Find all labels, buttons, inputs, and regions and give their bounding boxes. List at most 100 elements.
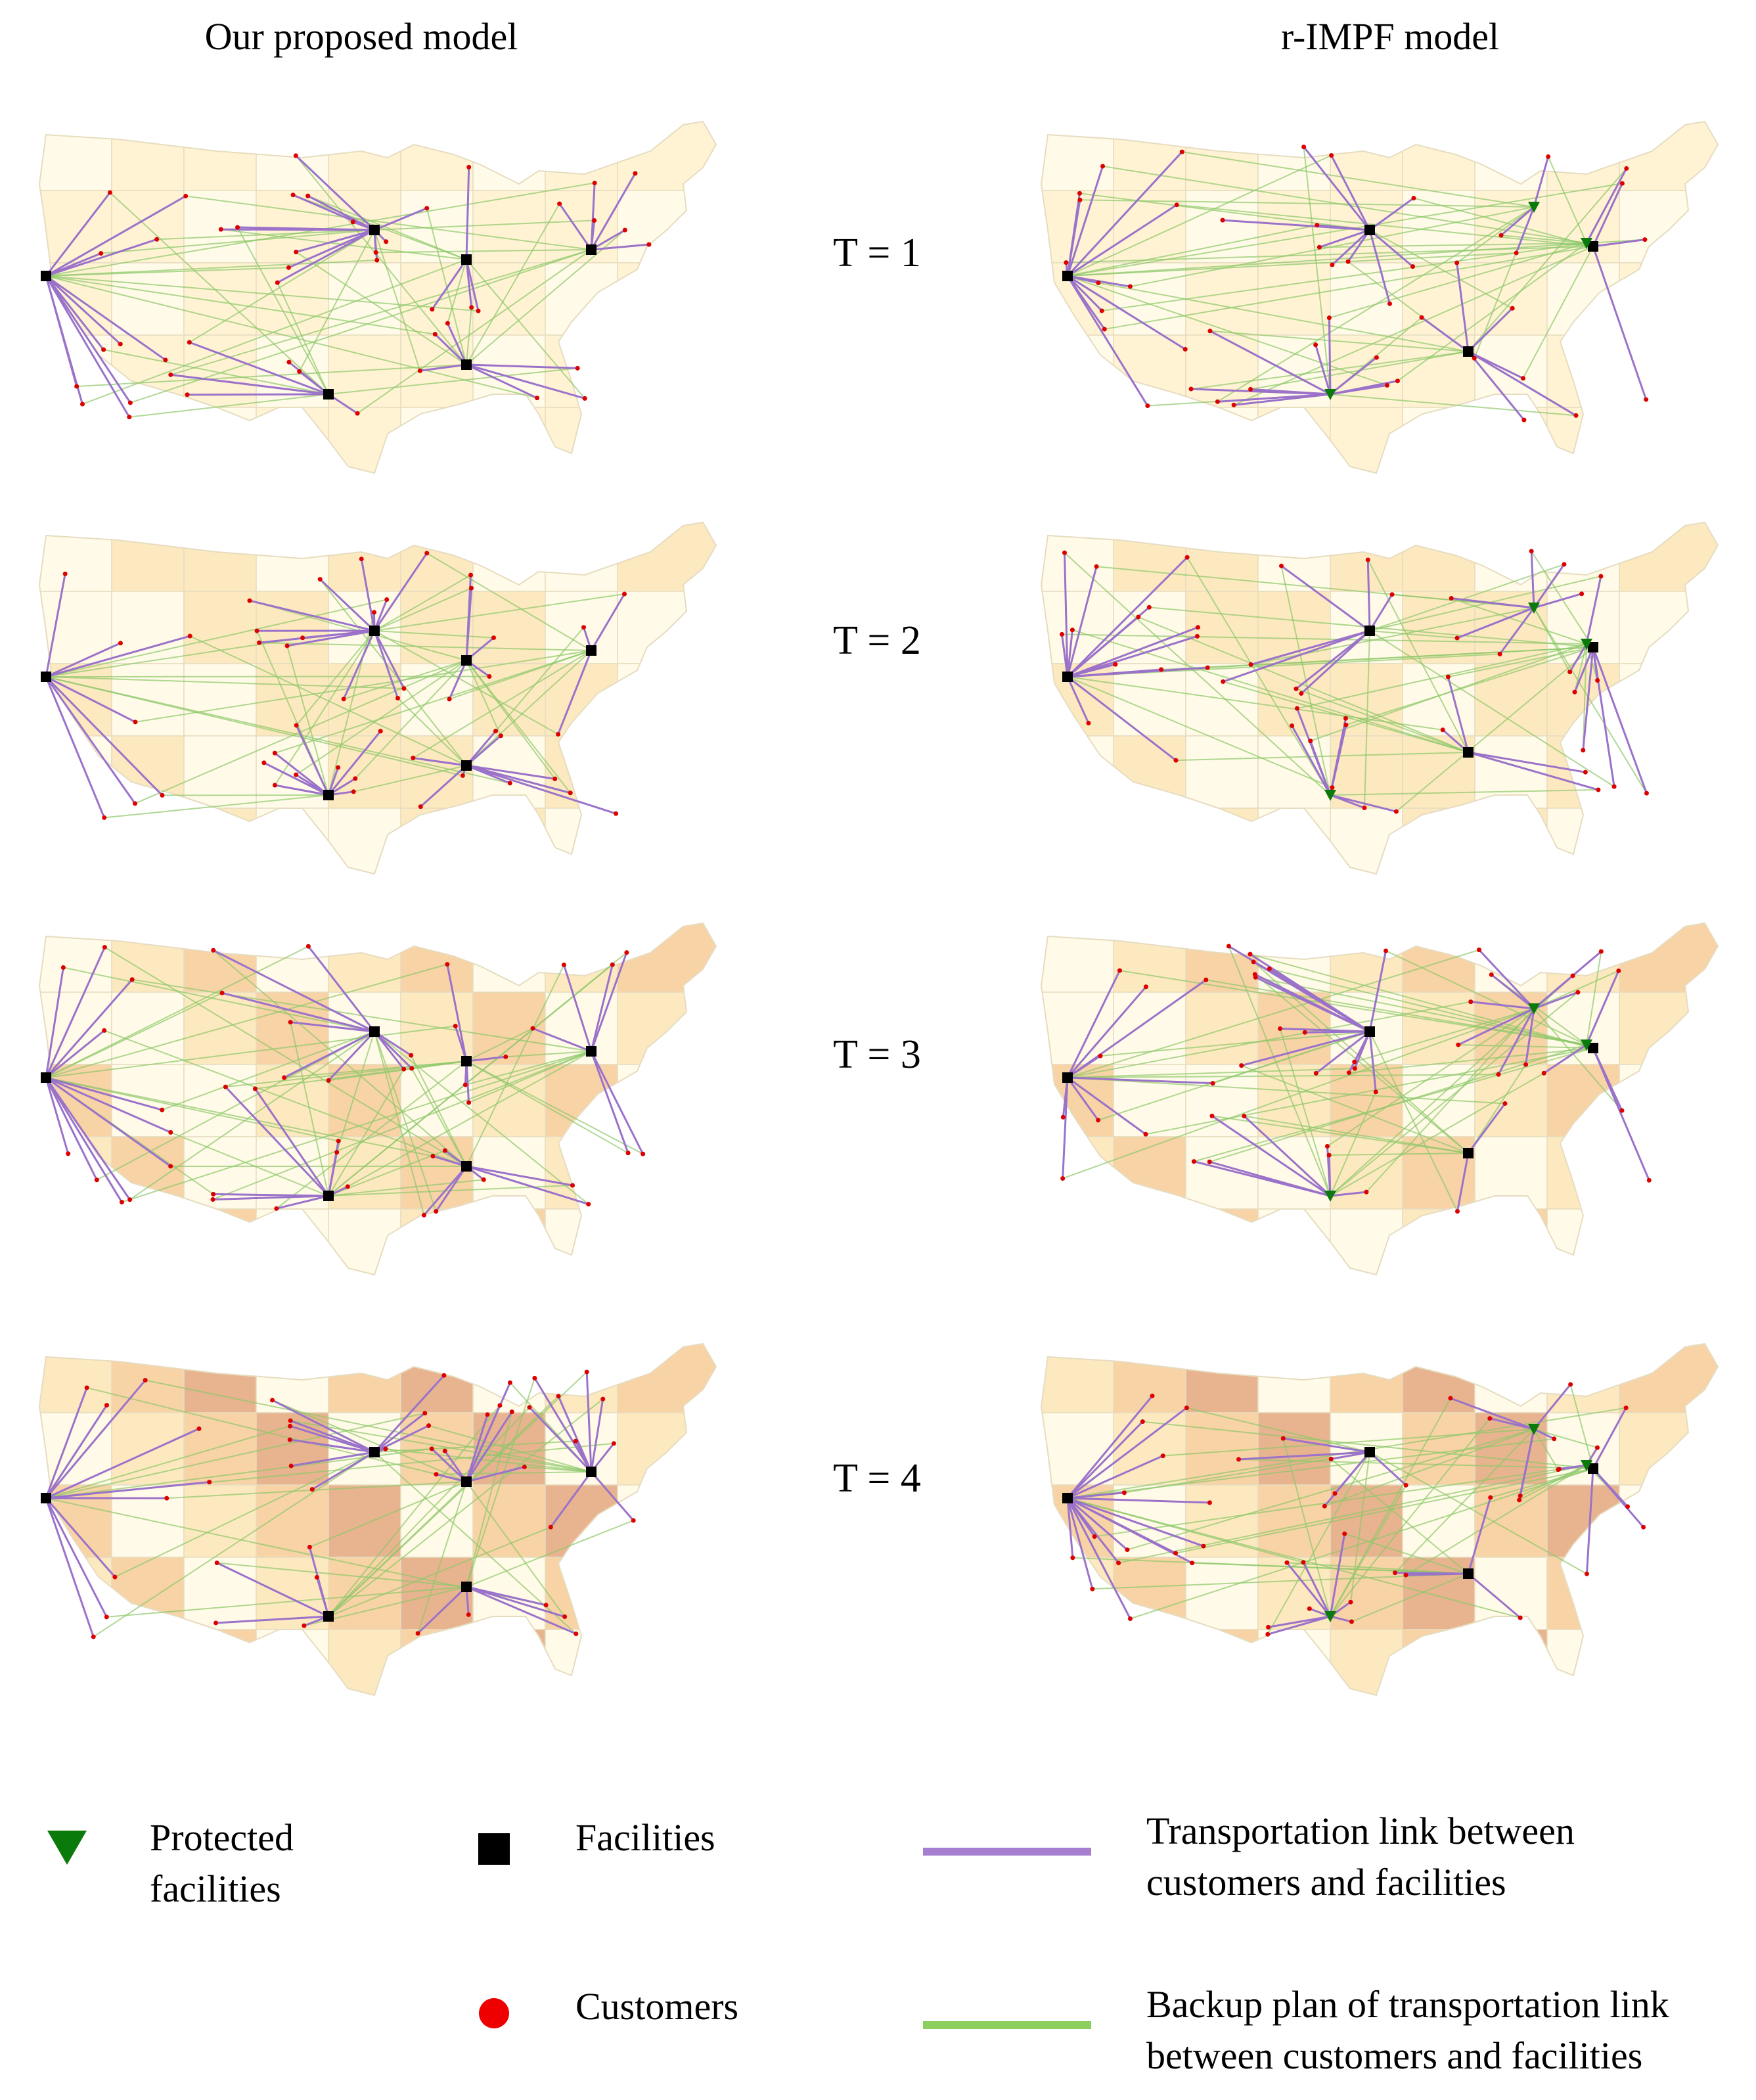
transport-link [45, 1077, 131, 1200]
backup-link [466, 964, 565, 1167]
customer-point [1127, 284, 1133, 289]
transport-link [1458, 1007, 1535, 1046]
customer-point [1552, 1436, 1557, 1442]
state-region [1257, 407, 1331, 473]
backup-link [1330, 1418, 1491, 1617]
customer-point [309, 1487, 315, 1492]
backup-link [1569, 1384, 1594, 1469]
transport-link [1066, 199, 1081, 277]
state-region [400, 663, 474, 737]
state-region [1113, 1557, 1186, 1630]
customer-point [1267, 966, 1272, 971]
transport-link [466, 363, 585, 399]
transport-link [1447, 676, 1470, 753]
customer-point [611, 1441, 616, 1446]
customer-point [624, 950, 629, 955]
facility-marker [1588, 1463, 1598, 1474]
backup-link [1067, 1077, 1505, 1105]
backup-link [1244, 1115, 1469, 1154]
backup-link [135, 650, 592, 723]
customer-point [1308, 739, 1313, 744]
customer-point [411, 756, 416, 761]
state-region [328, 1484, 401, 1558]
customer-point [507, 1380, 512, 1385]
backup-link [189, 229, 375, 343]
backup-link [63, 967, 375, 1032]
transport-link [590, 593, 625, 651]
transport-link [45, 1497, 116, 1578]
transport-link [1238, 1451, 1370, 1461]
transport-link [1066, 275, 1149, 407]
backup-link [524, 1466, 592, 1472]
transport-link [1060, 634, 1069, 677]
backup-link [1138, 616, 1469, 753]
transport-link [1066, 275, 1103, 312]
customer-point [557, 201, 562, 206]
customer-point [143, 1378, 148, 1383]
customer-point [129, 977, 135, 982]
transport-link [465, 1382, 511, 1482]
customer-point [1326, 315, 1332, 321]
transport-link [590, 952, 628, 1052]
customer-point [1301, 1560, 1306, 1565]
customer-point [1290, 723, 1295, 729]
backup-link [374, 229, 421, 371]
transport-link [1066, 986, 1147, 1078]
state-region [1330, 1344, 1403, 1413]
transport-link [1066, 566, 1098, 677]
state-region [1619, 1064, 1718, 1137]
customer-point [429, 1446, 434, 1451]
facility-marker [461, 359, 472, 370]
backup-link [328, 1396, 559, 1617]
customer-point [160, 1107, 165, 1112]
state-region [1619, 1136, 1718, 1210]
customer-point [1188, 386, 1194, 392]
transport-link [413, 757, 467, 767]
backup-link [276, 1061, 467, 1210]
customer-point [1517, 1497, 1522, 1503]
customer-point [1454, 1209, 1460, 1214]
transport-link [1295, 629, 1370, 690]
customer-point [1330, 785, 1335, 790]
state-region [1257, 1208, 1331, 1275]
transport-link [1329, 724, 1347, 796]
customer-point [1595, 1445, 1600, 1450]
backup-link [1369, 1031, 1458, 1212]
transport-link [1067, 626, 1198, 678]
customer-point [94, 1177, 99, 1183]
customer-point [288, 1418, 293, 1423]
state-region [1330, 122, 1403, 191]
customer-point [1646, 1177, 1652, 1183]
transport-link [1450, 1397, 1535, 1430]
customer-point [1523, 1062, 1529, 1067]
state-region [1619, 262, 1718, 336]
backup-link [45, 260, 377, 277]
customer-point [442, 1448, 447, 1453]
protected-facility-marker [1528, 1424, 1540, 1435]
customer-point [434, 1472, 439, 1477]
customer-point [1077, 197, 1083, 202]
state-region [183, 334, 257, 408]
customer-point [1546, 154, 1551, 159]
backup-link [426, 208, 467, 365]
transport-link [170, 373, 329, 396]
transport-link [45, 676, 136, 804]
state-region [111, 1208, 185, 1275]
customer-point [164, 1495, 169, 1501]
backup-link [1254, 974, 1469, 1154]
transport-link [562, 964, 593, 1052]
backup-link [374, 1031, 437, 1212]
transport-link [374, 207, 428, 231]
transport-link [45, 195, 187, 277]
customer-point [503, 1054, 508, 1059]
backup-link [1182, 151, 1535, 208]
map-rimpf-t3 [1040, 922, 1719, 1276]
state-region [1113, 1629, 1186, 1695]
customer-point [211, 1191, 216, 1197]
state-region [1546, 992, 1620, 1065]
transport-link [373, 630, 399, 699]
backup-link [275, 650, 592, 754]
state-region [400, 923, 474, 993]
transport-link [1368, 229, 1391, 304]
customer-point [1518, 1494, 1523, 1499]
